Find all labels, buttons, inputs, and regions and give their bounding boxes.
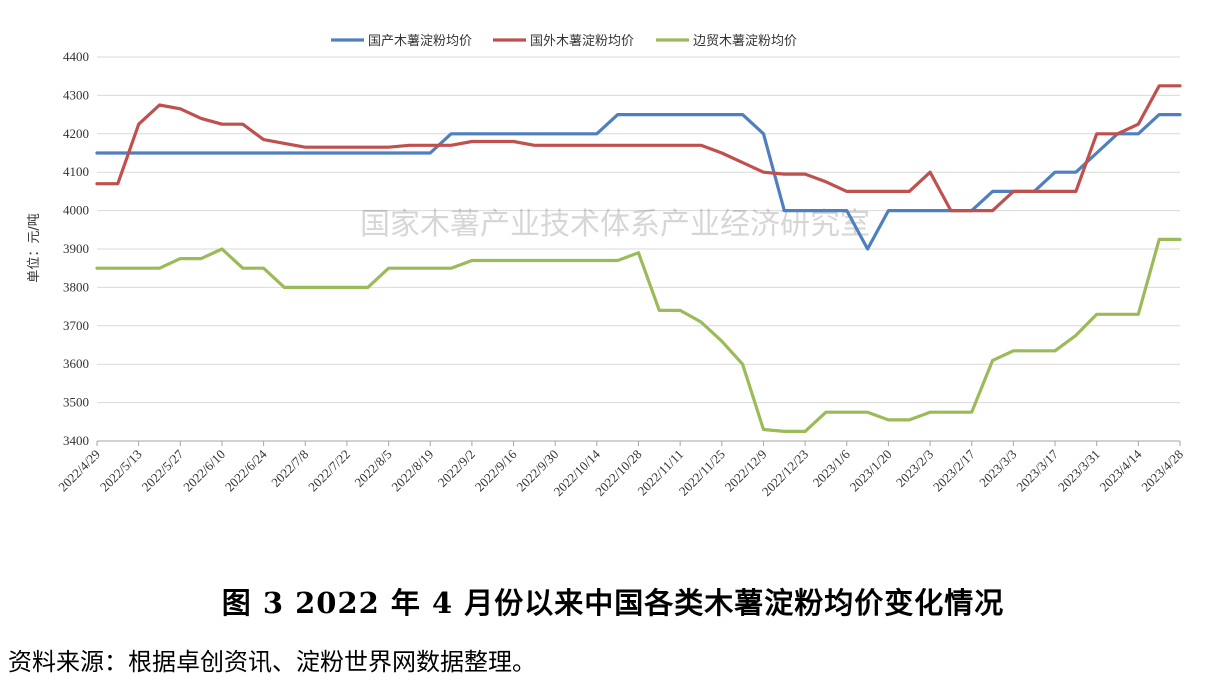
x-tick-label: 2022/5/27 [139,446,187,494]
series-line-1 [95,112,1182,251]
y-tick-label: 3400 [63,433,89,448]
x-tick-label: 2022/7/22 [305,447,353,495]
series-line-3 [95,237,1182,433]
x-tick-label: 2023/4/28 [1138,447,1186,495]
series-lines [95,84,1182,433]
legend-label-3: 边贸木薯淀粉均价 [693,34,797,49]
legend-label-2: 国外木薯淀粉均价 [530,34,634,49]
x-tick-label: 2023/2/17 [930,446,978,494]
x-tick-label: 2022/4/29 [55,447,103,495]
series-line-2 [95,84,1182,213]
price-line-chart: 3400 3500 3600 3700 3800 3900 4000 4100 4200 4300… [27,34,1186,499]
y-tick-label: 4200 [63,126,89,141]
x-axis: 2022/4/292022/5/132022/5/272022/6/102022… [55,441,1186,499]
y-tick-label: 4400 [63,49,89,64]
legend-label-1: 国产木薯淀粉均价 [368,34,472,49]
y-tick-label: 4300 [63,87,89,102]
x-tick-label: 2022/6/10 [180,447,228,495]
y-tick-label: 3700 [63,318,89,333]
legend: 国产木薯淀粉均价 国外木薯淀粉均价 边贸木薯淀粉均价 [331,34,797,49]
y-tick-label: 4100 [63,164,89,179]
x-tick-label: 2022/8/19 [388,447,436,495]
x-tick-label: 2022/11/25 [676,447,728,499]
x-tick-label: 2023/4/14 [1097,446,1145,494]
x-tick-label: 2023/1/20 [847,447,895,495]
x-tick-label: 2023/3/31 [1055,447,1103,495]
y-axis: 3400 3500 3600 3700 3800 3900 4000 4100 4200 4300… [63,49,89,448]
y-tick-label: 3900 [63,241,89,256]
gridlines [97,56,1180,442]
y-tick-label: 3500 [63,395,89,410]
y-axis-label: 单位：元/吨 [27,213,42,282]
y-tick-label: 3600 [63,356,89,371]
x-tick-label: 2023/3/17 [1013,446,1061,494]
x-tick-label: 2022/6/24 [222,446,270,494]
figure-caption: 图 3 2022 年 4 月份以来中国各类木薯淀粉均价变化情况 [221,586,1005,620]
x-tick-label: 2022/5/13 [97,447,145,495]
source-note: 资料来源：根据卓创资讯、淀粉世界网数据整理。 [8,648,536,676]
x-tick-label: 2022/9/16 [472,446,520,494]
watermark-text: 国家木薯产业技术体系产业经济研究室 [360,207,870,242]
y-tick-label: 3800 [63,279,89,294]
y-tick-label: 4000 [63,203,89,218]
